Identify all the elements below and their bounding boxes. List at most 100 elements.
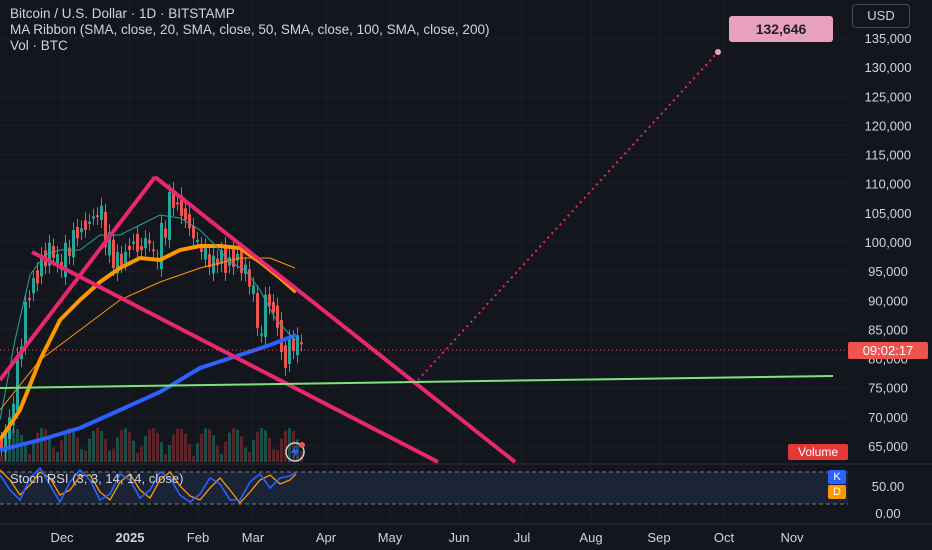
volume-bar <box>204 428 207 462</box>
volume-bar <box>60 440 63 462</box>
volume-bar <box>24 445 27 462</box>
volume-bar <box>100 430 103 462</box>
volume-bar <box>180 428 183 462</box>
volume-bar <box>148 429 151 462</box>
projection-line <box>417 51 719 381</box>
candle-body <box>232 249 235 268</box>
candle-body <box>96 215 99 218</box>
candle-body <box>280 319 283 353</box>
price-tick-label: 135,000 <box>865 31 912 46</box>
stoch-tick-50: 50.00 <box>872 479 905 494</box>
candle-body <box>104 211 107 248</box>
candle-body <box>92 216 95 219</box>
time-tick-label: Dec <box>50 530 74 545</box>
volume-label[interactable]: Vol · BTC <box>10 38 68 53</box>
volume-bar <box>160 442 163 462</box>
candle-body <box>72 230 75 258</box>
volume-bar <box>116 437 119 462</box>
volume-bar <box>276 450 279 462</box>
volume-bar <box>64 431 67 462</box>
volume-bar <box>48 436 51 462</box>
stoch-d-badge: D <box>828 485 846 499</box>
volume-bar <box>280 438 283 462</box>
candle-body <box>172 190 175 208</box>
candle-body <box>36 270 39 284</box>
candle-body <box>152 249 155 252</box>
candle-body <box>256 293 259 329</box>
volume-bar <box>284 430 287 462</box>
candle-body <box>160 222 163 270</box>
volume-bar <box>220 453 223 462</box>
candle-body <box>112 239 115 268</box>
candle-body <box>176 202 179 205</box>
price-axis[interactable]: 135,000 130,000 125,000 120,000 115,000 110,0… <box>865 31 912 454</box>
volume-bar <box>108 450 111 462</box>
symbol-title[interactable]: Bitcoin / U.S. Dollar · 1D · BITSTAMP <box>10 6 235 21</box>
volume-bar <box>156 432 159 462</box>
price-tick-label: 90,000 <box>868 293 908 308</box>
ma-ribbon-label[interactable]: MA Ribbon (SMA, close, 20, SMA, close, 5… <box>10 22 490 37</box>
volume-bar <box>28 454 31 462</box>
volume-bar <box>224 441 227 462</box>
projection-endpoint <box>715 49 721 55</box>
price-tick-label: 125,000 <box>865 89 912 104</box>
chart-legend: Bitcoin / U.S. Dollar · 1D · BITSTAMP MA… <box>10 6 489 54</box>
volume-bar <box>232 428 235 462</box>
candle-body <box>264 294 267 338</box>
candle-body <box>12 403 15 426</box>
alert-icon[interactable] <box>285 442 305 462</box>
candle-body <box>140 246 143 251</box>
volume-bar <box>260 428 263 462</box>
volume-bar <box>88 438 91 462</box>
candle-body <box>284 345 287 368</box>
volume-bar <box>256 431 259 462</box>
volume-bar <box>96 428 99 462</box>
candle-body <box>120 253 123 266</box>
time-tick-label: May <box>378 530 403 545</box>
trendline-right <box>153 175 517 464</box>
currency-button[interactable]: USD <box>852 4 910 28</box>
price-tick-label: 115,000 <box>865 148 911 163</box>
stoch-rsi-label[interactable]: Stoch RSI (3, 3, 14, 14, close) <box>10 471 184 486</box>
volume-bar <box>144 436 147 462</box>
volume-bar <box>216 445 219 462</box>
candle-body <box>244 264 247 274</box>
price-tick-label: 105,000 <box>865 206 912 221</box>
grid <box>0 0 848 524</box>
volume-bar <box>292 431 295 462</box>
candle-body <box>40 254 43 277</box>
price-tick-label: 85,000 <box>868 322 908 337</box>
candle-body <box>220 250 223 265</box>
time-tick-label: Jul <box>514 530 531 545</box>
volume-bar <box>44 429 47 462</box>
candle-body <box>100 205 103 220</box>
volume-bar <box>172 434 175 462</box>
volume-bar <box>248 451 251 462</box>
candle-body <box>124 251 127 263</box>
candle-body <box>272 301 275 313</box>
volume-bar <box>80 448 83 462</box>
candle-body <box>248 269 251 287</box>
volume-bar <box>120 430 123 462</box>
candle-body <box>192 225 195 239</box>
volume-bar <box>20 434 23 462</box>
ma-50-line <box>0 244 298 442</box>
candle-body <box>4 432 7 452</box>
time-tick-label: Apr <box>316 530 337 545</box>
stoch-band <box>0 472 848 504</box>
candle-body <box>252 285 255 294</box>
candle-body <box>0 440 3 448</box>
price-tick-label: 65,000 <box>868 439 908 454</box>
candle-body <box>184 208 187 221</box>
volume-bar <box>56 452 59 462</box>
time-axis[interactable]: Dec 2025 Feb Mar Apr May Jun Jul Aug Sep Oct Nov <box>50 530 804 545</box>
volume-bar <box>184 433 187 462</box>
candle-body <box>288 337 291 364</box>
countdown-badge: 09:02:17 <box>848 342 928 359</box>
candle-body <box>208 254 211 268</box>
price-tick-label: 70,000 <box>868 410 908 425</box>
candle-body <box>32 278 35 294</box>
volume-bar <box>192 455 195 462</box>
candle-body <box>260 333 263 336</box>
